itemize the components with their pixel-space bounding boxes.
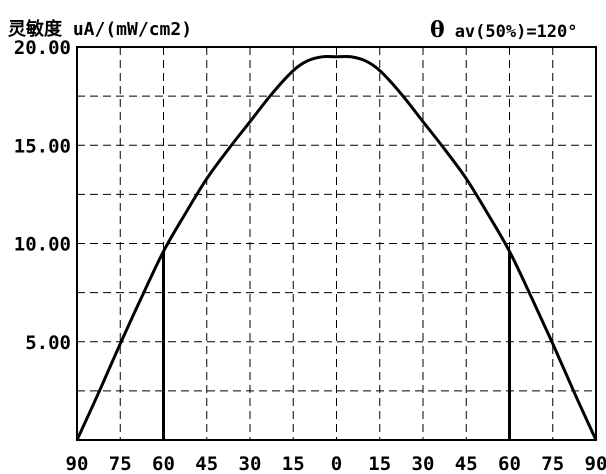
x-tick-label: 0: [331, 453, 342, 474]
x-tick-label: 90: [585, 453, 606, 474]
marker-layer: [162, 251, 511, 440]
x-tick-label: 60: [152, 453, 175, 474]
chart-title: 灵敏度 uA/(mW/cm2): [8, 18, 192, 40]
annotation-text: av(50%)=120°: [455, 22, 578, 42]
x-tick-label: 30: [412, 453, 435, 474]
x-tick-label: 75: [541, 453, 564, 474]
x-tick-label: 75: [109, 453, 132, 474]
x-axis-labels: 90 75 60 45 30 15 0 15 30 45 60 75 90: [66, 453, 606, 474]
y-tick-label: 5.00: [25, 332, 71, 354]
x-tick-label: 60: [498, 453, 521, 474]
x-tick-label: 45: [455, 453, 478, 474]
y-tick-label: 10.00: [14, 234, 71, 256]
x-tick-label: 45: [195, 453, 218, 474]
y-tick-label: 20.00: [14, 37, 71, 59]
sensitivity-curve: [75, 55, 598, 441]
curve-layer: [75, 55, 598, 441]
x-tick-label: 15: [282, 453, 305, 474]
plot-frame: [76, 46, 597, 441]
angle-annotation: θ av(50%)=120°: [430, 17, 578, 43]
y-axis-labels: 20.00 15.00 10.00 5.00: [14, 37, 71, 354]
grid: [77, 47, 596, 440]
x-tick-label: 15: [368, 453, 391, 474]
x-tick-label: 30: [239, 453, 262, 474]
y-tick-label: 15.00: [14, 135, 71, 157]
x-tick-label: 90: [66, 453, 89, 474]
theta-symbol: θ: [430, 17, 445, 43]
